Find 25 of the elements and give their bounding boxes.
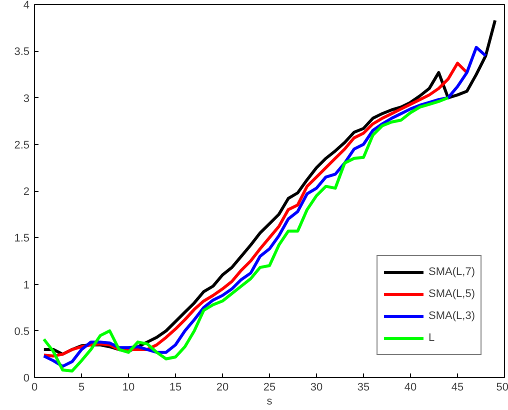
legend-label: SMA(L,5) <box>428 288 475 300</box>
y-tick-label: 2 <box>23 186 30 198</box>
x-tick-label: 30 <box>310 382 323 394</box>
x-tick-label: 25 <box>263 382 276 394</box>
legend-label: L <box>428 332 436 344</box>
x-tick-label: 5 <box>78 382 85 394</box>
x-tick-label: 10 <box>122 382 135 394</box>
x-tick-label: 35 <box>357 382 370 394</box>
x-tick-label: 20 <box>216 382 229 394</box>
y-tick-label: 1 <box>23 279 30 292</box>
y-tick-label: 1.5 <box>14 232 30 245</box>
legend-label: SMA(L,3) <box>428 310 475 322</box>
y-tick-label: 4 <box>23 0 30 12</box>
y-tick-label: 3.5 <box>14 46 30 58</box>
legend-label: SMA(L,7) <box>428 266 475 278</box>
y-tick-label: 0 <box>23 372 30 384</box>
x-tick-label: 0 <box>31 382 38 394</box>
x-axis-title: s <box>266 396 273 408</box>
x-tick-label: 45 <box>451 382 464 394</box>
y-tick-label: 2.5 <box>14 139 30 152</box>
y-tick-label: 3 <box>23 92 30 105</box>
x-tick-label: 15 <box>169 382 182 394</box>
x-tick-label: 40 <box>404 382 417 394</box>
y-tick-label: 0.5 <box>14 326 30 338</box>
x-tick-label: 50 <box>496 382 508 394</box>
